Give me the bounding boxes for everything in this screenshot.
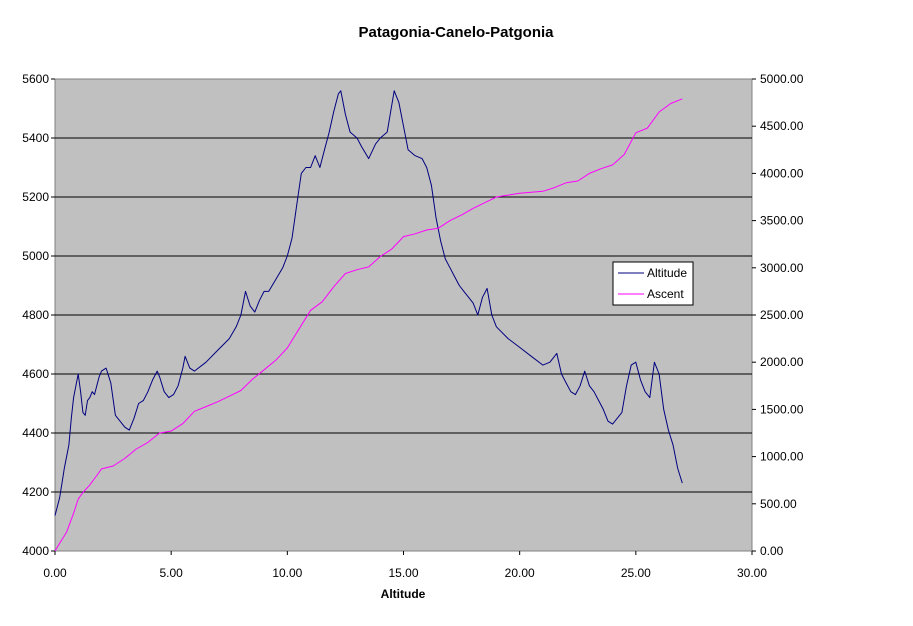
y2-tick-label: 1000.00 [760, 450, 804, 464]
y2-tick-label: 0.00 [760, 544, 784, 558]
y2-tick-label: 4000.00 [760, 166, 804, 180]
chart-title: Patagonia-Canelo-Patgonia [358, 24, 554, 41]
y-tick-label: 5200 [22, 190, 49, 204]
series-line-altitude [54, 90, 683, 516]
y2-tick-label: 5000.00 [760, 72, 804, 86]
y-tick-label: 5600 [22, 72, 49, 86]
x-tick-label: 5.00 [159, 566, 183, 580]
y2-tick-label: 2000.00 [760, 355, 804, 369]
y-tick-label: 5400 [22, 131, 49, 145]
y2-tick-label: 1500.00 [760, 402, 804, 416]
axis-layer: 4000 4200 4400 4600 4800 5000 5200 5400 5600 0.00… [22, 72, 803, 580]
x-tick-label: 0.00 [43, 566, 67, 580]
legend-label-ascent: Ascent [647, 287, 684, 301]
y2-tick-label: 500.00 [760, 497, 797, 511]
x-axis-label: Altitude [381, 587, 426, 601]
x-tick-label: 30.00 [737, 566, 767, 580]
x-tick-label: 15.00 [388, 566, 418, 580]
y2-tick-label: 4500.00 [760, 119, 804, 133]
legend-box [612, 261, 694, 306]
y2-tick-label: 3000.00 [760, 261, 804, 275]
y-tick-label: 4000 [22, 544, 49, 558]
legend: Altitude Ascent [612, 261, 694, 306]
y2-tick-label: 3500.00 [760, 214, 804, 228]
series-line-ascent [54, 98, 683, 552]
series-layer [54, 90, 683, 552]
x-tick-label: 10.00 [272, 566, 302, 580]
y2-tick-label: 2500.00 [760, 308, 804, 322]
y-tick-label: 4600 [22, 367, 49, 381]
y-tick-label: 4800 [22, 308, 49, 322]
y-tick-label: 5000 [22, 249, 49, 263]
x-tick-label: 20.00 [505, 566, 535, 580]
grid-layer [55, 137, 752, 493]
y-tick-label: 4400 [22, 426, 49, 440]
y-tick-label: 4200 [22, 485, 49, 499]
x-tick-label: 25.00 [621, 566, 651, 580]
legend-label-altitude: Altitude [647, 266, 687, 280]
